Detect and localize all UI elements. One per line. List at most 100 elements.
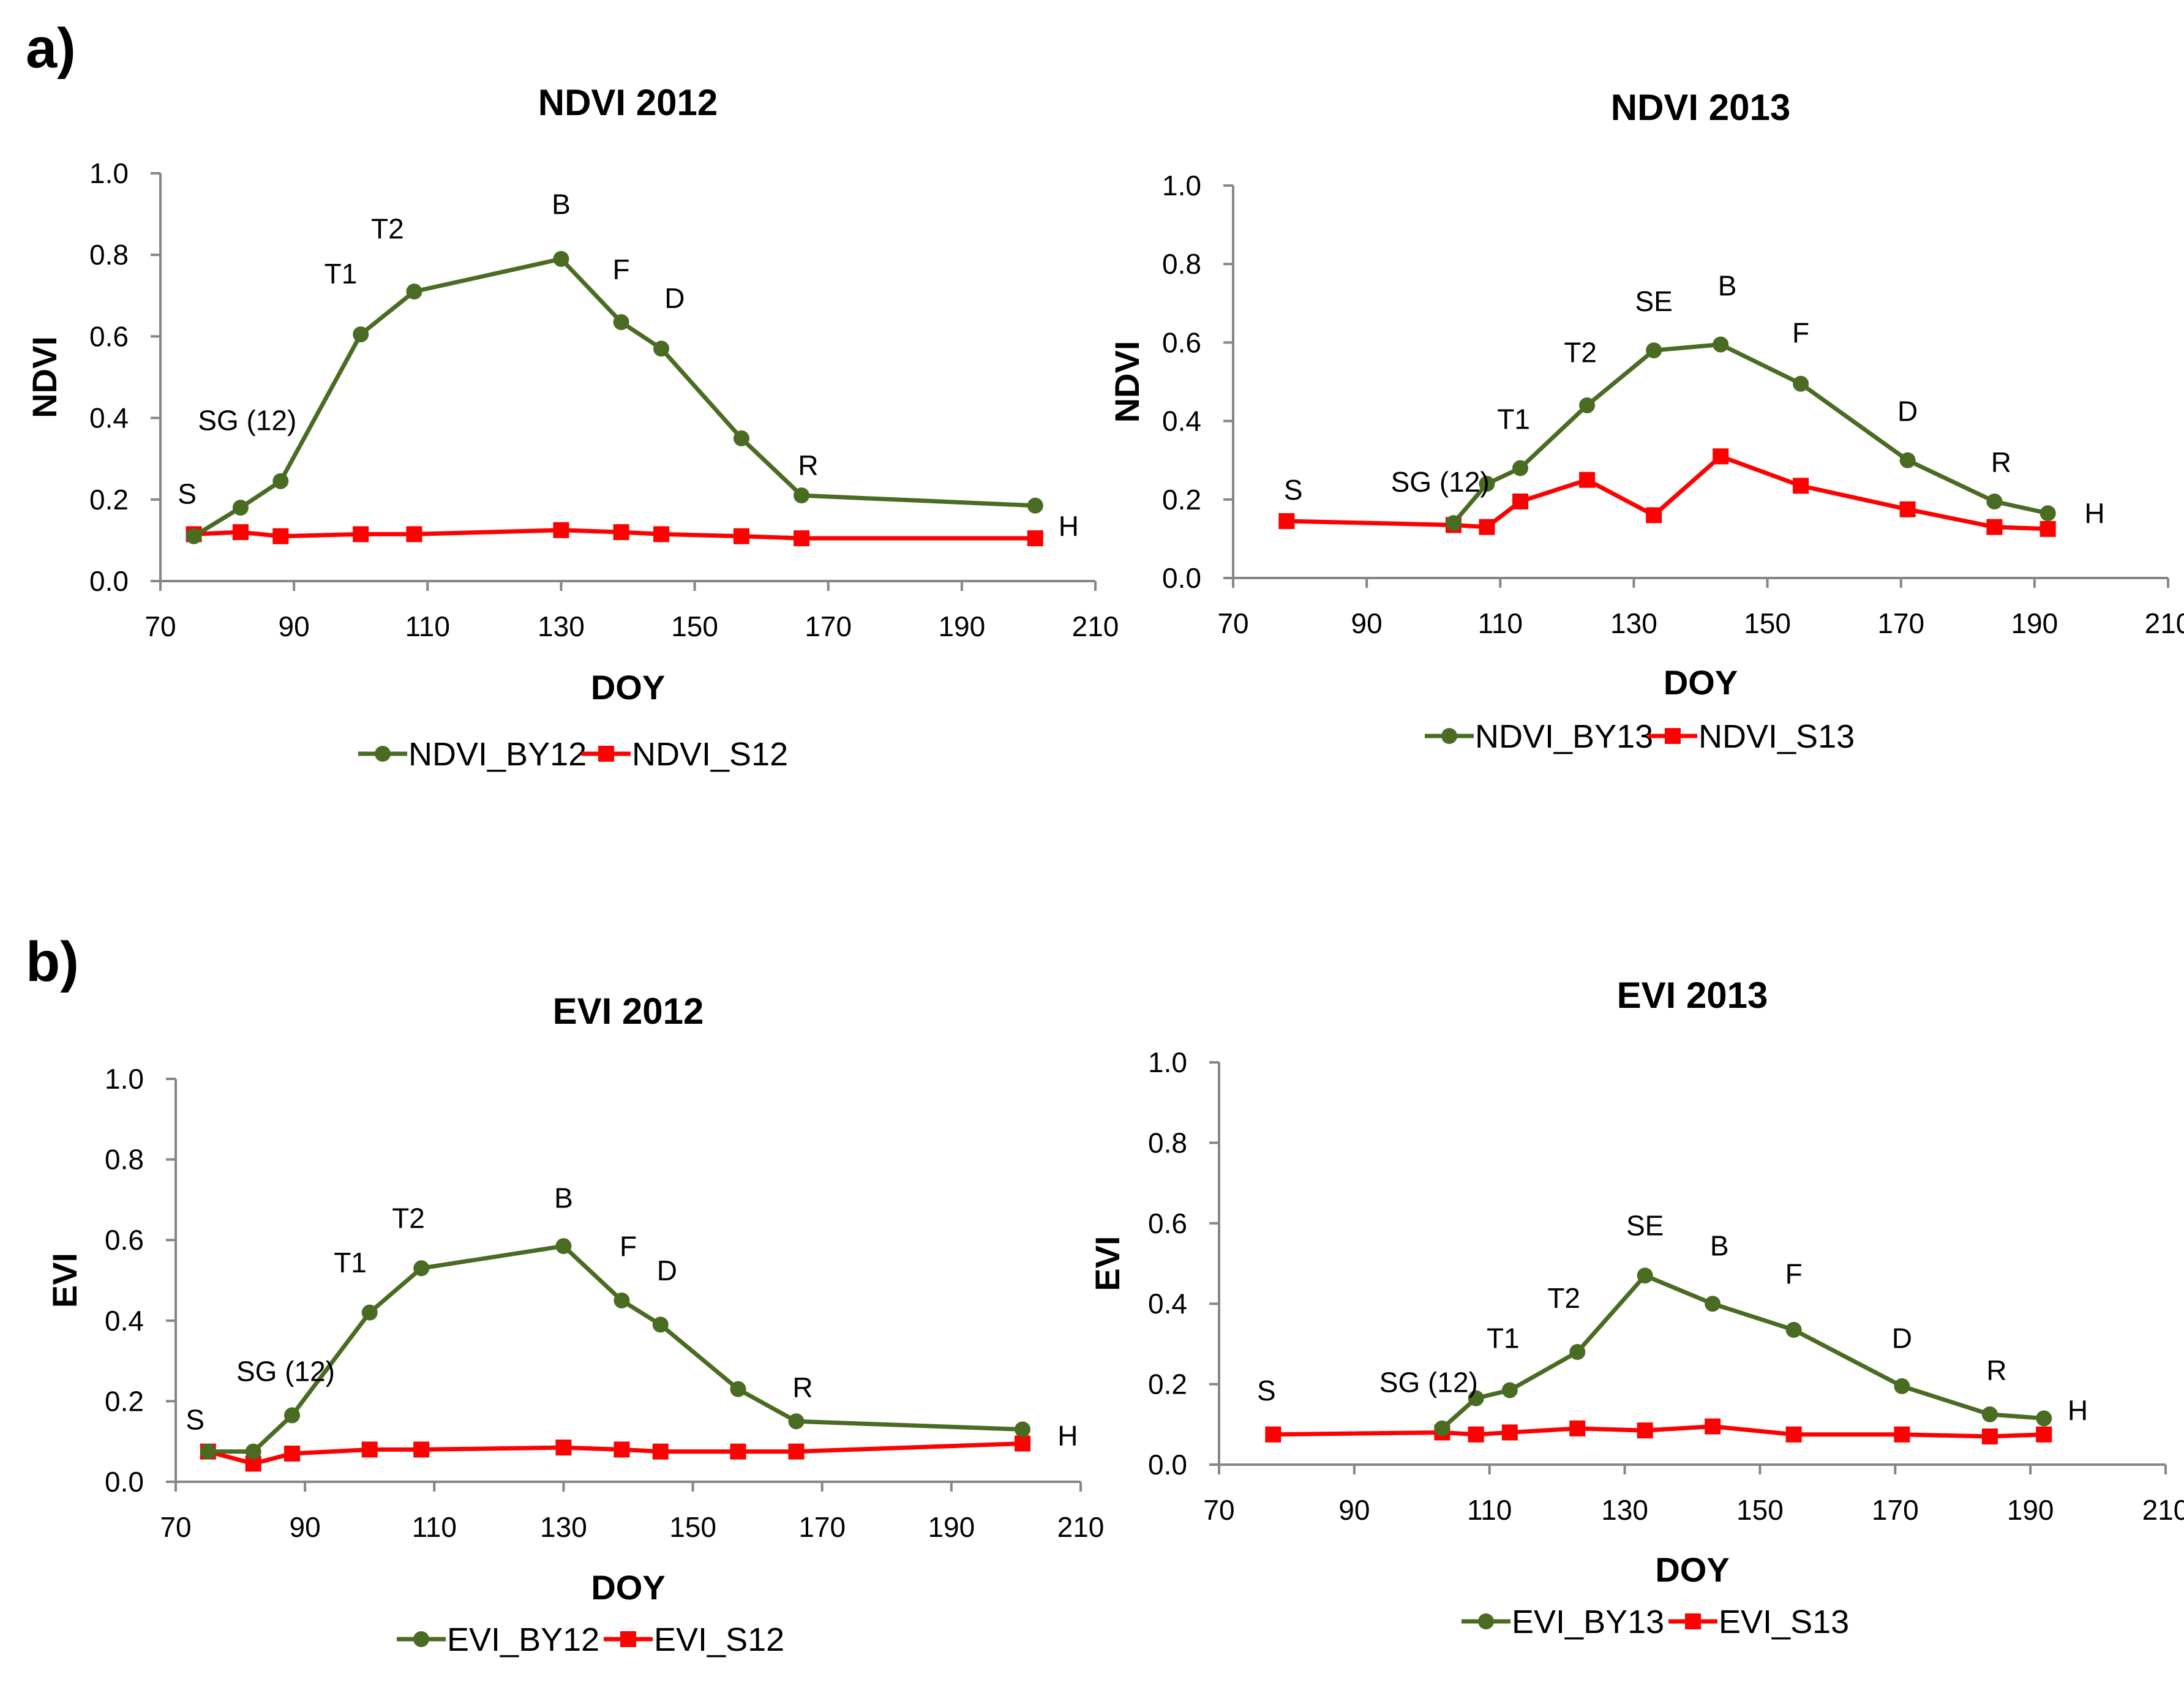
data-point-EVI_BY13 [1705, 1296, 1721, 1312]
data-point-NDVI_S12 [613, 524, 629, 541]
x-tick-label: 150 [1736, 1494, 1784, 1526]
chart-3: EVI 2012 0.0 0.2 0.4 0.6 0.8 1.0 70 90 110 130 150 1… [45, 991, 1104, 1658]
y-tick-label: 0.8 [89, 239, 129, 271]
data-point-EVI_S12 [413, 1441, 430, 1458]
chart-2: NDVI 2013 0.0 0.2 0.4 0.6 0.8 1.0 70 90 110 130 150… [1108, 87, 2184, 755]
series-line-EVI_BY13 [1441, 1273, 2044, 1430]
data-point-NDVI_S13 [1899, 501, 1916, 517]
x-tick-label: 70 [1203, 1494, 1234, 1526]
stage-label: T2 [1547, 1282, 1580, 1314]
x-tick-label: 130 [1610, 607, 1657, 639]
x-tick-label: 190 [2011, 607, 2058, 639]
data-point-EVI_BY13 [1981, 1406, 1998, 1422]
data-point-EVI_BY12 [245, 1443, 261, 1460]
x-tick-label: 130 [1601, 1494, 1648, 1526]
data-point-NDVI_S13 [1646, 507, 1662, 524]
x-tick-label: 130 [540, 1511, 587, 1543]
legend-marker-EVI_BY12 [413, 1631, 429, 1647]
data-point-NDVI_S12 [406, 526, 422, 543]
legend-label: NDVI_BY12 [408, 736, 587, 773]
y-tick-label: 0.2 [1148, 1369, 1187, 1400]
data-point-EVI_BY13 [1501, 1382, 1518, 1399]
stage-label: B [552, 189, 571, 220]
charts-layer: NDVI 2012 0.0 0.2 0.4 0.6 0.8 1.0 70 90 110 130 150… [25, 82, 2184, 1658]
data-point-EVI_BY13 [1434, 1420, 1450, 1436]
data-point-EVI_BY12 [413, 1260, 430, 1277]
x-tick-label: 110 [405, 610, 450, 642]
data-point-NDVI_S13 [1793, 478, 1809, 494]
x-tick-label: 90 [290, 1511, 321, 1543]
x-tick-label: 90 [1351, 607, 1383, 639]
data-point-EVI_BY12 [1014, 1421, 1030, 1438]
y-axis-title: EVI [45, 1253, 84, 1308]
stage-label: T1 [1497, 403, 1530, 435]
chart-title: NDVI 2012 [538, 82, 718, 123]
data-point-NDVI_S12 [733, 528, 749, 544]
legend-label: NDVI_S13 [1698, 718, 1855, 755]
data-point-NDVI_S13 [1512, 494, 1529, 510]
y-tick-label: 0.0 [89, 565, 129, 597]
y-tick-label: 0.6 [1148, 1207, 1187, 1239]
legend-marker-EVI_S13 [1685, 1613, 1701, 1629]
series-line-NDVI_BY12 [192, 257, 1035, 538]
series-line-EVI_BY12 [208, 1244, 1023, 1454]
data-point-NDVI_BY13 [1646, 342, 1662, 359]
x-axis-title: DOY [1664, 663, 1738, 702]
legend-label: EVI_BY13 [1512, 1604, 1664, 1640]
data-point-NDVI_S12 [653, 526, 670, 543]
stage-label: T1 [325, 258, 358, 290]
data-point-EVI_S12 [1014, 1435, 1030, 1452]
stage-label: B [554, 1182, 573, 1214]
data-point-EVI_BY13 [1785, 1321, 1802, 1338]
x-tick-label: 170 [1872, 1494, 1919, 1526]
x-tick-label: 90 [279, 610, 310, 642]
legend-label: EVI_S13 [1719, 1604, 1849, 1640]
stage-label: SG (12) [1379, 1367, 1478, 1399]
data-point-NDVI_BY13 [2040, 505, 2056, 522]
stage-label: T1 [1487, 1322, 1520, 1354]
y-tick-label: 0.2 [89, 484, 129, 516]
data-point-EVI_S12 [788, 1443, 805, 1460]
data-point-EVI_S12 [284, 1445, 301, 1462]
x-tick-label: 210 [2142, 1494, 2184, 1526]
legend-marker-NDVI_BY12 [375, 746, 391, 762]
data-point-NDVI_BY13 [1899, 452, 1916, 468]
data-point-NDVI_S13 [1479, 519, 1495, 535]
data-point-NDVI_BY12 [186, 528, 202, 544]
chart-title: NDVI 2013 [1611, 87, 1791, 128]
data-point-NDVI_BY12 [272, 473, 289, 489]
data-point-NDVI_S12 [232, 524, 249, 541]
legend-marker-EVI_BY13 [1478, 1613, 1494, 1629]
data-point-EVI_S13 [1894, 1426, 1910, 1443]
y-tick-label: 0.6 [89, 320, 129, 352]
data-point-EVI_S12 [555, 1440, 572, 1456]
y-tick-label: 1.0 [1148, 1046, 1187, 1078]
data-point-NDVI_BY12 [553, 250, 569, 267]
stage-label: H [1059, 511, 1079, 543]
data-point-EVI_BY13 [1569, 1344, 1586, 1361]
data-point-EVI_S12 [730, 1443, 746, 1460]
data-point-NDVI_S13 [2040, 520, 2056, 537]
data-point-EVI_BY13 [1468, 1390, 1484, 1406]
stage-label: S [186, 1403, 205, 1435]
stage-label: R [1991, 446, 2011, 478]
stage-label: D [1897, 396, 1918, 427]
y-tick-label: 0.2 [1162, 484, 1201, 516]
stage-label: H [2084, 497, 2104, 529]
data-point-NDVI_S12 [794, 530, 810, 547]
data-point-EVI_BY12 [361, 1304, 378, 1321]
y-tick-label: 1.0 [89, 157, 129, 189]
data-point-EVI_S12 [361, 1441, 378, 1458]
stage-label: SG (12) [198, 405, 296, 437]
data-point-NDVI_BY13 [1479, 476, 1495, 492]
data-point-EVI_BY12 [614, 1292, 630, 1308]
y-tick-label: 0.0 [1162, 562, 1201, 594]
x-tick-label: 150 [671, 610, 718, 642]
stage-label: F [1785, 1258, 1803, 1290]
y-tick-label: 0.8 [1148, 1127, 1187, 1158]
chart-4: EVI 2013 0.0 0.2 0.4 0.6 0.8 1.0 70 90 110 130 150 1… [1088, 975, 2184, 1640]
legend-marker-NDVI_S12 [598, 746, 614, 762]
chart-title: EVI 2013 [1617, 975, 1768, 1016]
data-point-NDVI_S12 [353, 526, 369, 543]
x-tick-label: 130 [538, 610, 585, 642]
